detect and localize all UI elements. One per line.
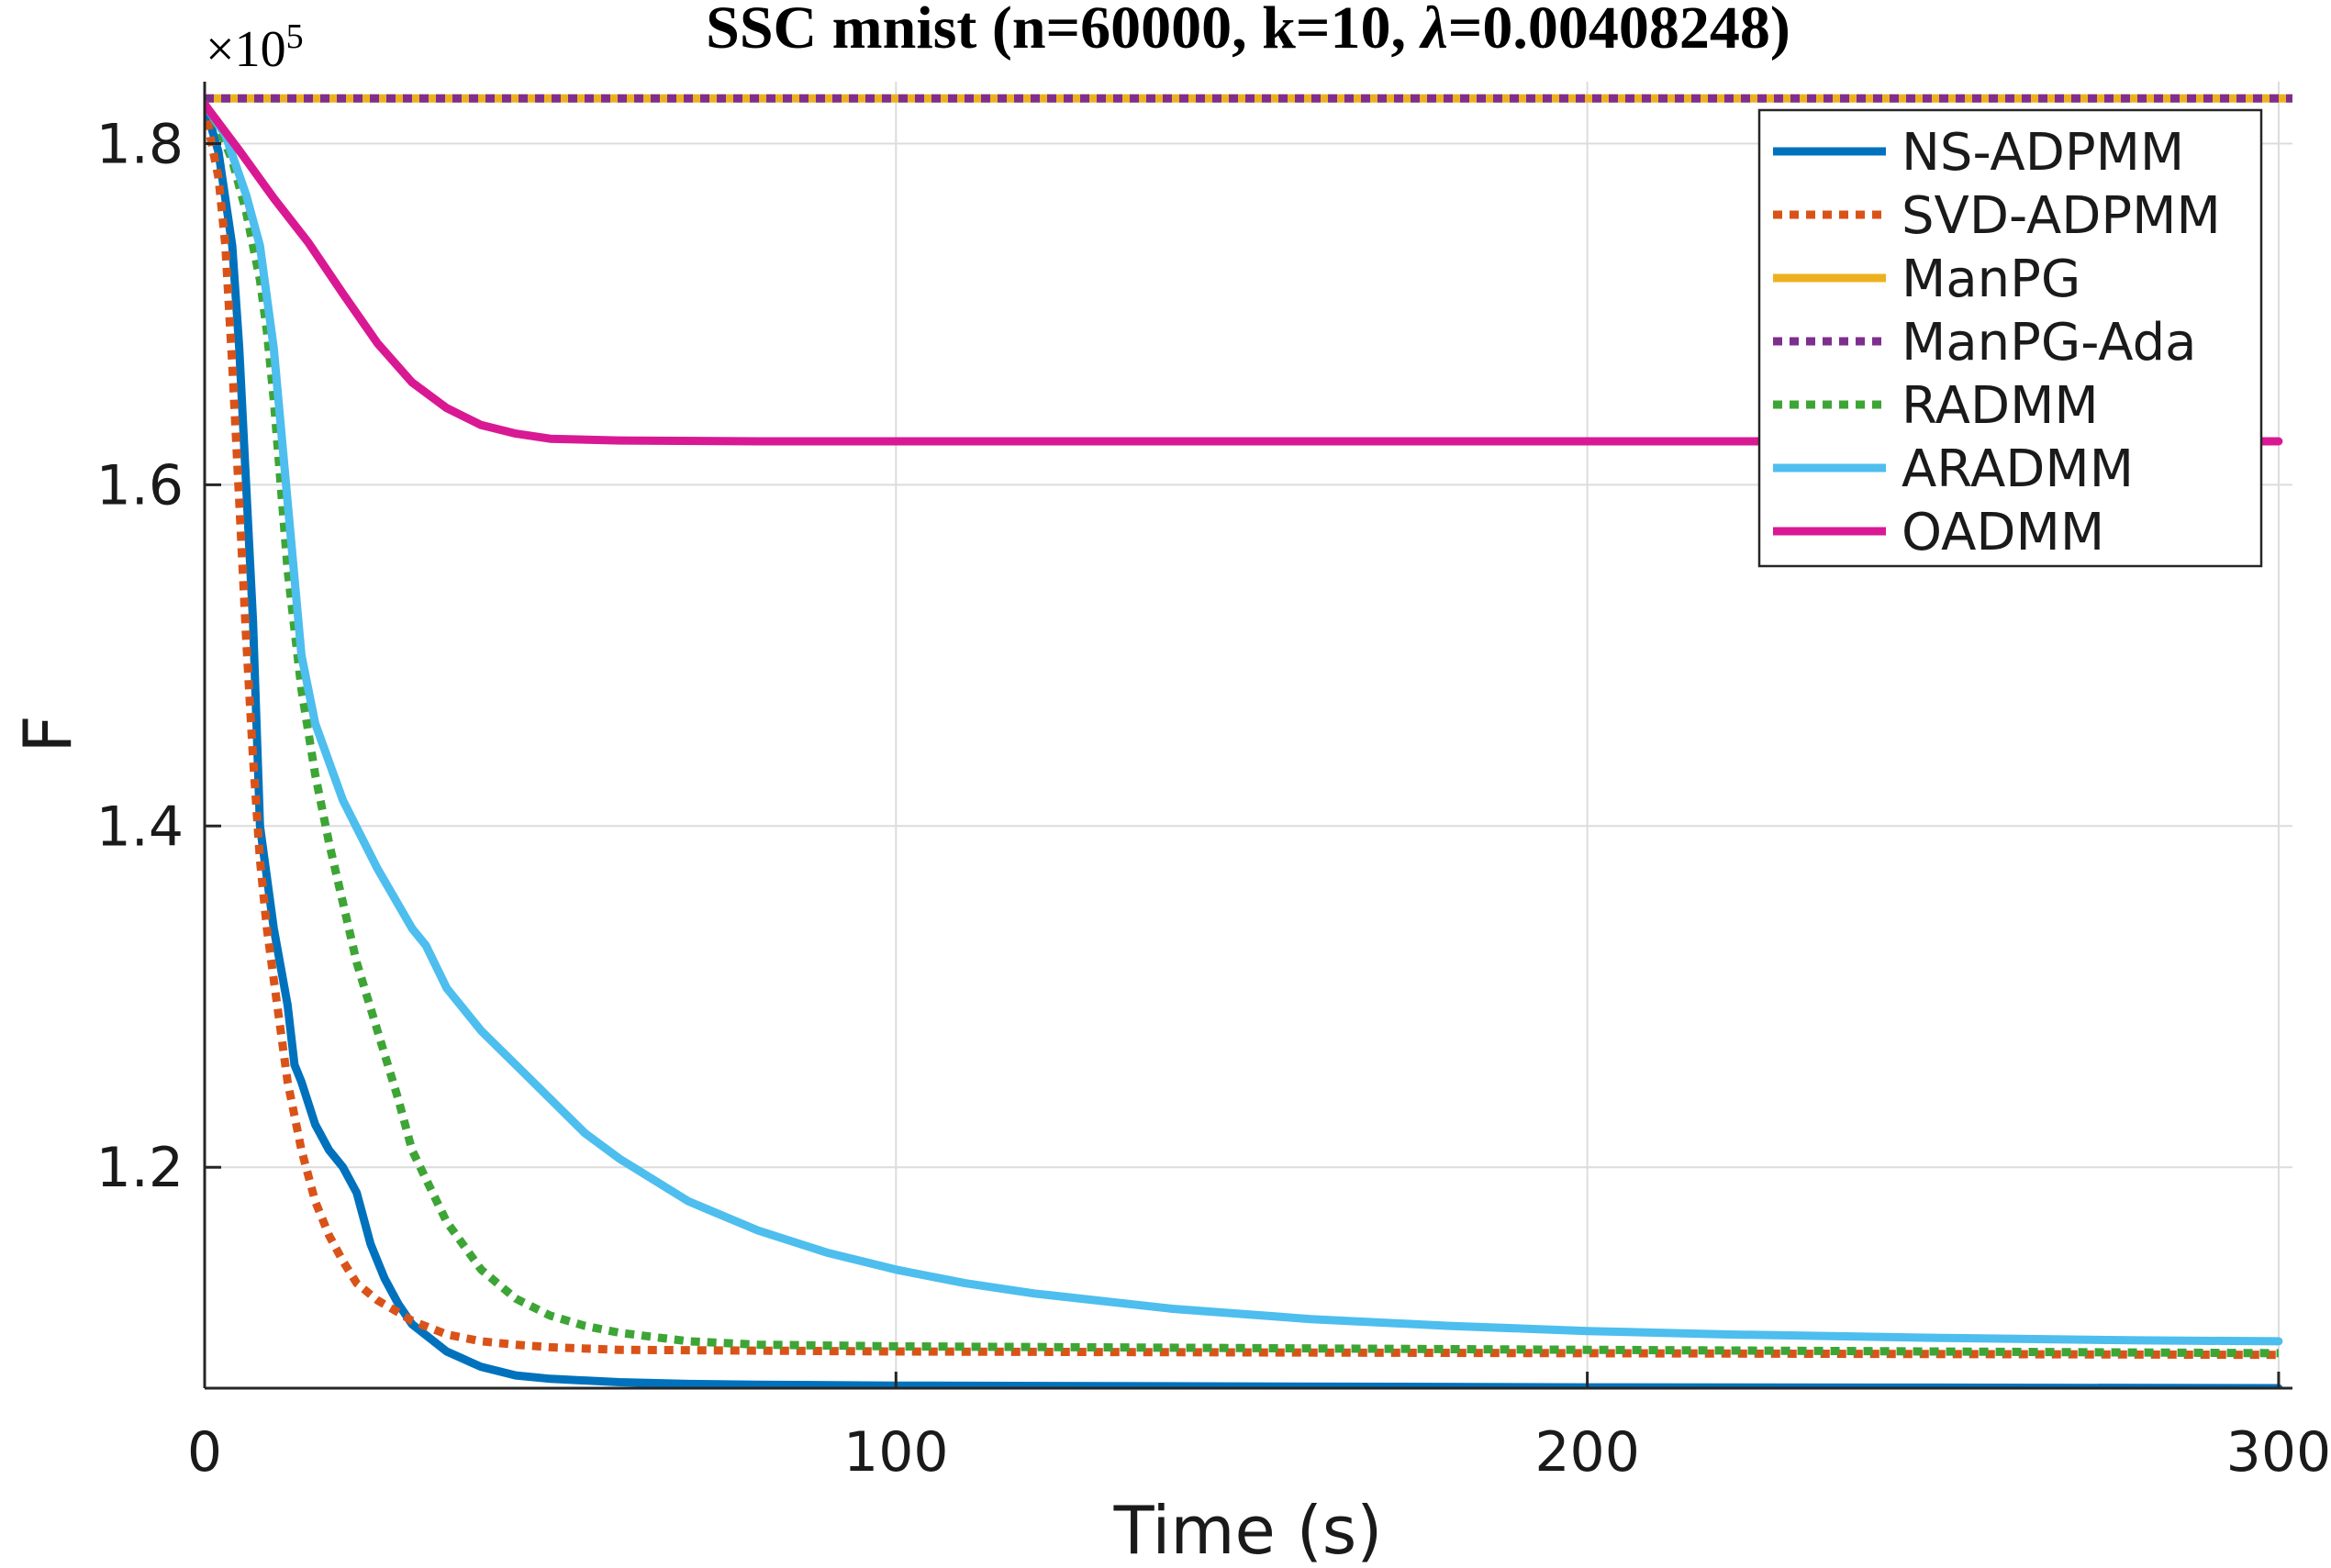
x-tick-label: 0 bbox=[187, 1420, 222, 1485]
series-group bbox=[205, 94, 2292, 1388]
title-lambda: λ bbox=[1418, 0, 1447, 61]
series-line-oadmm bbox=[205, 100, 2283, 446]
series-line-ns-adpmm bbox=[205, 100, 2283, 1388]
y-exponent-power: 5 bbox=[286, 17, 304, 56]
legend-label: OADMM bbox=[1902, 503, 2104, 562]
legend-label: SVD-ADPMM bbox=[1902, 186, 2221, 246]
series-line-radmm bbox=[205, 102, 2279, 1358]
legend-label: ARADMM bbox=[1902, 439, 2134, 499]
y-tick-label: 1.6 bbox=[96, 453, 184, 517]
y-tick-label: 1.8 bbox=[96, 112, 184, 176]
y-tick-label: 1.2 bbox=[96, 1136, 184, 1200]
x-axis-label: Time (s) bbox=[1113, 1492, 1383, 1568]
series-line-svd-adpmm bbox=[205, 103, 2279, 1360]
series-line-aradmm bbox=[205, 100, 2283, 1346]
y-exponent-label: ×105 bbox=[206, 17, 304, 78]
axes bbox=[203, 82, 2292, 1390]
tick-marks bbox=[203, 141, 2281, 1388]
legend: NS-ADPMMSVD-ADPMMManPGManPG-AdaRADMMARAD… bbox=[1757, 108, 2263, 568]
x-tick-label: 100 bbox=[843, 1420, 949, 1485]
x-tick-label: 300 bbox=[2226, 1420, 2331, 1485]
x-tick-label: 200 bbox=[1534, 1420, 1640, 1485]
legend-label: ManPG-Ada bbox=[1902, 313, 2196, 373]
y-exponent-base: ×10 bbox=[206, 21, 286, 78]
chart-title: SSC mnist (n=60000, k=10, λ=0.00408248) bbox=[706, 0, 1790, 61]
title-part-2: =0.00408248) bbox=[1448, 0, 1790, 61]
legend-items: NS-ADPMMSVD-ADPMMManPGManPG-AdaRADMMARAD… bbox=[1773, 123, 2221, 562]
y-tick-label: 1.4 bbox=[96, 795, 184, 859]
legend-label: RADMM bbox=[1902, 376, 2099, 436]
tick-labels: 0 100 200 300 1.2 1.4 1.6 1.8 bbox=[96, 112, 2331, 1485]
legend-label: ManPG bbox=[1902, 250, 2080, 309]
title-part-1: SSC mnist (n=60000, k=10, bbox=[706, 0, 1421, 61]
y-axis-label: F bbox=[9, 715, 86, 752]
legend-label: NS-ADPMM bbox=[1902, 123, 2184, 183]
